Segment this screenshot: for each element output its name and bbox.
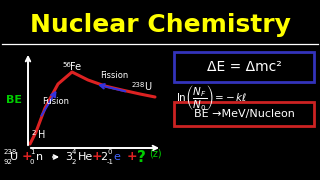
Text: 0: 0 [107,148,111,154]
Text: Fission: Fission [100,71,128,80]
Text: +: + [127,150,138,163]
Text: ΔE = Δmc²: ΔE = Δmc² [207,60,281,74]
Text: U: U [10,152,18,162]
Text: 0: 0 [30,159,35,165]
Text: Fe: Fe [70,62,81,72]
Text: 2: 2 [32,130,36,136]
Text: -1: -1 [107,159,114,165]
Text: He: He [78,152,93,162]
Text: 92: 92 [4,159,13,165]
Text: e: e [113,152,120,162]
Text: Nuclear Chemistry: Nuclear Chemistry [29,13,291,37]
Bar [174,52,314,82]
Text: $\ln\!\left(\dfrac{N_F}{N_0}\right)\!=\!-k\ell$: $\ln\!\left(\dfrac{N_F}{N_0}\right)\!=\!… [176,84,247,112]
Bar [174,102,314,126]
Text: +: + [22,150,33,163]
Text: U: U [144,82,151,92]
Text: Fusion: Fusion [42,98,69,107]
Text: 56: 56 [62,62,71,68]
Text: 238: 238 [132,82,145,88]
Text: (z): (z) [149,149,161,159]
Text: ?: ? [137,150,146,165]
Text: 3: 3 [65,152,72,162]
Text: H: H [38,130,45,140]
Text: 4: 4 [72,148,76,154]
Text: 2: 2 [100,152,107,162]
Text: 238: 238 [4,148,17,154]
Text: +: + [92,150,103,163]
Text: n: n [36,152,43,162]
Text: BE →MeV/Nucleon: BE →MeV/Nucleon [194,109,294,119]
Text: 2: 2 [72,159,76,165]
Text: BE: BE [6,95,22,105]
Text: 1: 1 [30,148,35,154]
